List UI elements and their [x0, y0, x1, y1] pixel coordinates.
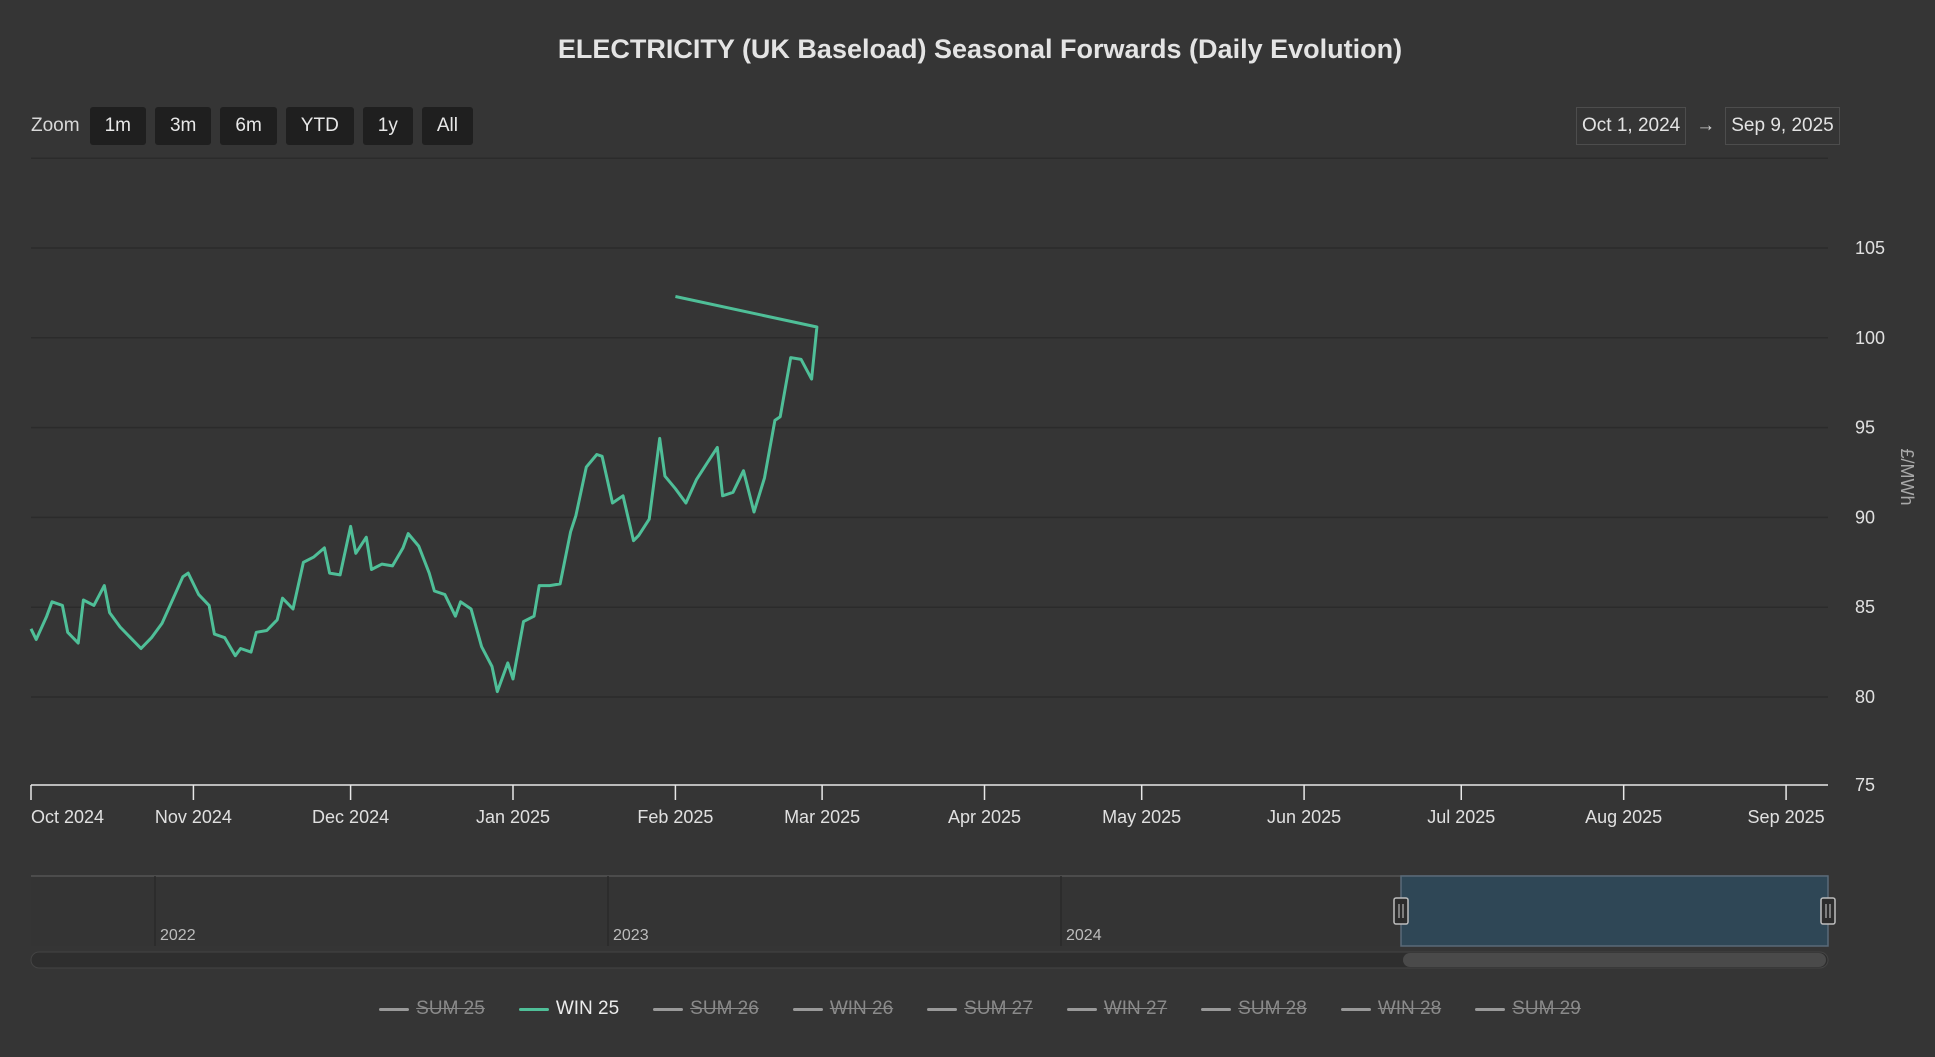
- y-tick-label: 85: [1855, 597, 1875, 617]
- x-tick-label: Jul 2025: [1427, 807, 1495, 827]
- zoom-1y-button[interactable]: 1y: [362, 107, 413, 145]
- legend-item-sum-27[interactable]: SUM 27: [927, 998, 1033, 1020]
- x-tick-label: Jun 2025: [1267, 807, 1341, 827]
- legend: SUM 25 WIN 25 SUM 26 WIN 26 SUM 27 WIN 27 SUM …: [0, 998, 1935, 1020]
- zoom-6m-button[interactable]: 6m: [220, 107, 277, 145]
- navigator-year-label: 2024: [1066, 927, 1102, 944]
- chart-plot: 75 80 85 90 95 100 105 £/MWh Oct 2024 Nov 2024 Dec…: [29, 238, 1917, 969]
- legend-item-win-26[interactable]: WIN 26: [792, 998, 894, 1020]
- zoom-3m-button[interactable]: 3m: [154, 107, 212, 145]
- x-tick-label: Nov 2024: [155, 807, 232, 827]
- legend-label: SUM 25: [416, 998, 485, 1019]
- x-tick-label: Aug 2025: [1585, 807, 1662, 827]
- legend-swatch: [792, 1007, 823, 1011]
- y-axis-title: £/MWh: [1897, 448, 1917, 505]
- legend-item-win-27[interactable]: WIN 27: [1066, 998, 1168, 1020]
- x-tick-label: Oct 2024: [31, 807, 104, 827]
- zoom-label: Zoom: [31, 115, 80, 136]
- legend-swatch: [379, 1007, 410, 1011]
- legend-label: SUM 29: [1512, 998, 1581, 1019]
- legend-label: WIN 25: [555, 998, 620, 1019]
- chart-title: ELECTRICITY (UK Baseload) Seasonal Forwa…: [557, 34, 1403, 64]
- zoom-ytd-button[interactable]: YTD: [285, 107, 354, 145]
- x-tick-label: May 2025: [1102, 807, 1181, 827]
- y-tick-label: 75: [1855, 775, 1875, 795]
- navigator-year-label: 2022: [160, 927, 196, 944]
- legend-label: SUM 26: [690, 998, 759, 1019]
- zoom-bar: Zoom 1m 3m 6m YTD 1y All: [31, 107, 482, 145]
- scrollbar-thumb[interactable]: [1403, 953, 1826, 967]
- legend-swatch: [1340, 1007, 1371, 1011]
- x-tick-label: Feb 2025: [637, 807, 713, 827]
- legend-item-win-25[interactable]: WIN 25: [518, 998, 620, 1020]
- navigator-selected-range[interactable]: [1400, 875, 1829, 947]
- y-tick-label: 95: [1855, 418, 1875, 438]
- legend-swatch: [927, 1007, 958, 1011]
- legend-label: WIN 28: [1377, 998, 1442, 1019]
- y-tick-label: 100: [1855, 328, 1885, 348]
- navigator-right-handle[interactable]: [1820, 897, 1836, 925]
- x-tick-label: Sep 2025: [1748, 807, 1825, 827]
- legend-item-sum-28[interactable]: SUM 28: [1201, 998, 1307, 1020]
- legend-item-win-28[interactable]: WIN 28: [1340, 998, 1442, 1020]
- legend-swatch: [1475, 1007, 1506, 1011]
- date-range-selector: Oct 1, 2024 → Sep 9, 2025: [1576, 107, 1840, 145]
- navigator-year-label: 2023: [613, 927, 649, 944]
- legend-swatch: [518, 1007, 549, 1011]
- zoom-all-button[interactable]: All: [421, 107, 473, 145]
- legend-item-sum-26[interactable]: SUM 26: [653, 998, 759, 1020]
- range-to-input[interactable]: Sep 9, 2025: [1725, 107, 1840, 145]
- zoom-1m-button[interactable]: 1m: [89, 107, 146, 145]
- range-from-input[interactable]: Oct 1, 2024: [1576, 107, 1687, 145]
- range-arrow: →: [1696, 115, 1716, 136]
- x-tick-label: Apr 2025: [948, 807, 1021, 827]
- legend-label: SUM 27: [964, 998, 1033, 1019]
- y-tick-label: 90: [1855, 507, 1875, 527]
- legend-swatch: [1066, 1007, 1097, 1011]
- navigator-left-handle[interactable]: [1393, 897, 1409, 925]
- x-tick-label: Mar 2025: [784, 807, 860, 827]
- legend-item-sum-25[interactable]: SUM 25: [379, 998, 485, 1020]
- legend-swatch: [1201, 1007, 1232, 1011]
- legend-label: WIN 26: [829, 998, 894, 1019]
- y-tick-label: 80: [1855, 687, 1875, 707]
- y-tick-label: 105: [1855, 238, 1885, 258]
- scrollbar-track[interactable]: [30, 951, 1829, 969]
- x-tick-label: Dec 2024: [312, 807, 389, 827]
- legend-label: WIN 27: [1103, 998, 1168, 1019]
- series-line-win-25: [29, 295, 819, 694]
- legend-swatch: [653, 1007, 684, 1011]
- x-tick-label: Jan 2025: [476, 807, 550, 827]
- legend-label: SUM 28: [1238, 998, 1307, 1019]
- legend-item-sum-29[interactable]: SUM 29: [1475, 998, 1581, 1020]
